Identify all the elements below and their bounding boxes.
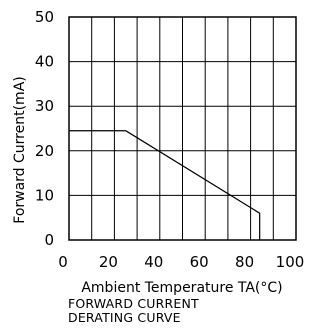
x-tick-label: 40 [144, 253, 163, 271]
derating-curve-line [69, 130, 261, 240]
chart-title-line-1: FORWARD CURRENT [68, 296, 199, 311]
x-tick-labels: 0 20 40 60 80 100 [58, 253, 304, 271]
y-axis-label: Forward Current(mA) [12, 76, 28, 223]
plot-frame [68, 16, 297, 241]
y-tick-label: 30 [35, 97, 54, 115]
x-tick-label: 60 [190, 253, 209, 271]
y-tick-label: 20 [35, 142, 54, 160]
y-tick-label: 40 [35, 53, 54, 71]
x-tick-label: 0 [58, 253, 68, 271]
y-tick-label: 50 [35, 8, 54, 26]
x-tick-label: 20 [99, 253, 118, 271]
y-tick-label: 0 [44, 231, 54, 249]
grid [69, 17, 296, 240]
x-tick-label: 80 [235, 253, 254, 271]
y-tick-labels: 0 10 20 30 40 50 [35, 8, 54, 249]
x-tick-label: 100 [276, 253, 305, 271]
x-axis-label: Ambient Temperature TA(°C) [81, 280, 282, 296]
series-lines [69, 130, 261, 240]
chart-title-line-2: DERATING CURVE [68, 310, 181, 325]
y-tick-label: 10 [35, 186, 54, 204]
